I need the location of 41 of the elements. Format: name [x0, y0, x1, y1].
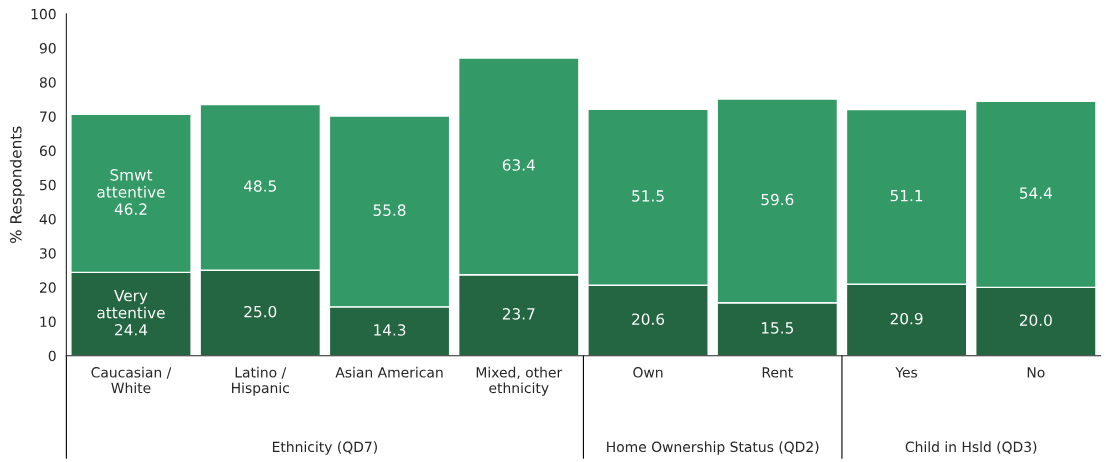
text: Child in Hsld (QD3) — [905, 441, 1037, 454]
x-tick-label: Rent — [762, 367, 793, 378]
text: 20.6 — [632, 313, 665, 325]
text: 51.5 — [632, 190, 664, 202]
text: 54.4 — [1020, 187, 1052, 199]
y-tick-label: 50 — [40, 179, 56, 191]
x-tick-label: Own — [633, 367, 663, 378]
text: 24.4 — [115, 324, 148, 336]
y-tick-label: 0 — [48, 350, 56, 362]
y-tick-label: 60 — [39, 145, 56, 157]
y-tick-label: 40 — [39, 213, 56, 225]
text: 25.0 — [244, 305, 277, 318]
y-tick-label: 90 — [39, 43, 56, 54]
x-tick-label: Caucasian / White — [91, 366, 172, 394]
x-tick-label: Yes — [895, 367, 918, 378]
y-tick-label: 10 — [40, 316, 56, 328]
y-tick-label: 70 — [40, 111, 56, 122]
series-label: Very attentive — [97, 290, 165, 319]
text: 20.0 — [1019, 314, 1052, 326]
text: Ethnicity (QD7) — [272, 441, 377, 455]
text: 15.5 — [761, 322, 793, 334]
y-tick-label: 30 — [40, 248, 56, 259]
text: 51.1 — [890, 190, 923, 202]
y-axis-title: % Respondents — [9, 126, 25, 244]
x-tick-label: Asian American — [335, 366, 443, 378]
text: 23.7 — [502, 308, 535, 320]
text: 63.4 — [502, 159, 535, 171]
text: Home Ownership Status (QD2) — [607, 441, 819, 455]
x-tick-label: Latino / Hispanic — [232, 366, 289, 396]
text: 48.5 — [243, 180, 276, 192]
series-label: Smwt attentive — [97, 169, 165, 198]
x-tick-label: No — [1027, 367, 1045, 378]
text: 46.2 — [114, 203, 147, 215]
text: 14.3 — [374, 324, 406, 336]
y-tick-label: 20 — [39, 282, 56, 293]
text: 55.8 — [373, 204, 406, 216]
text: 59.6 — [761, 193, 794, 206]
y-tick-label: 80 — [39, 77, 56, 88]
x-tick-label: Mixed, other ethnicity — [476, 366, 563, 396]
y-tick-label: 100 — [31, 8, 56, 20]
text: 20.9 — [890, 312, 923, 325]
